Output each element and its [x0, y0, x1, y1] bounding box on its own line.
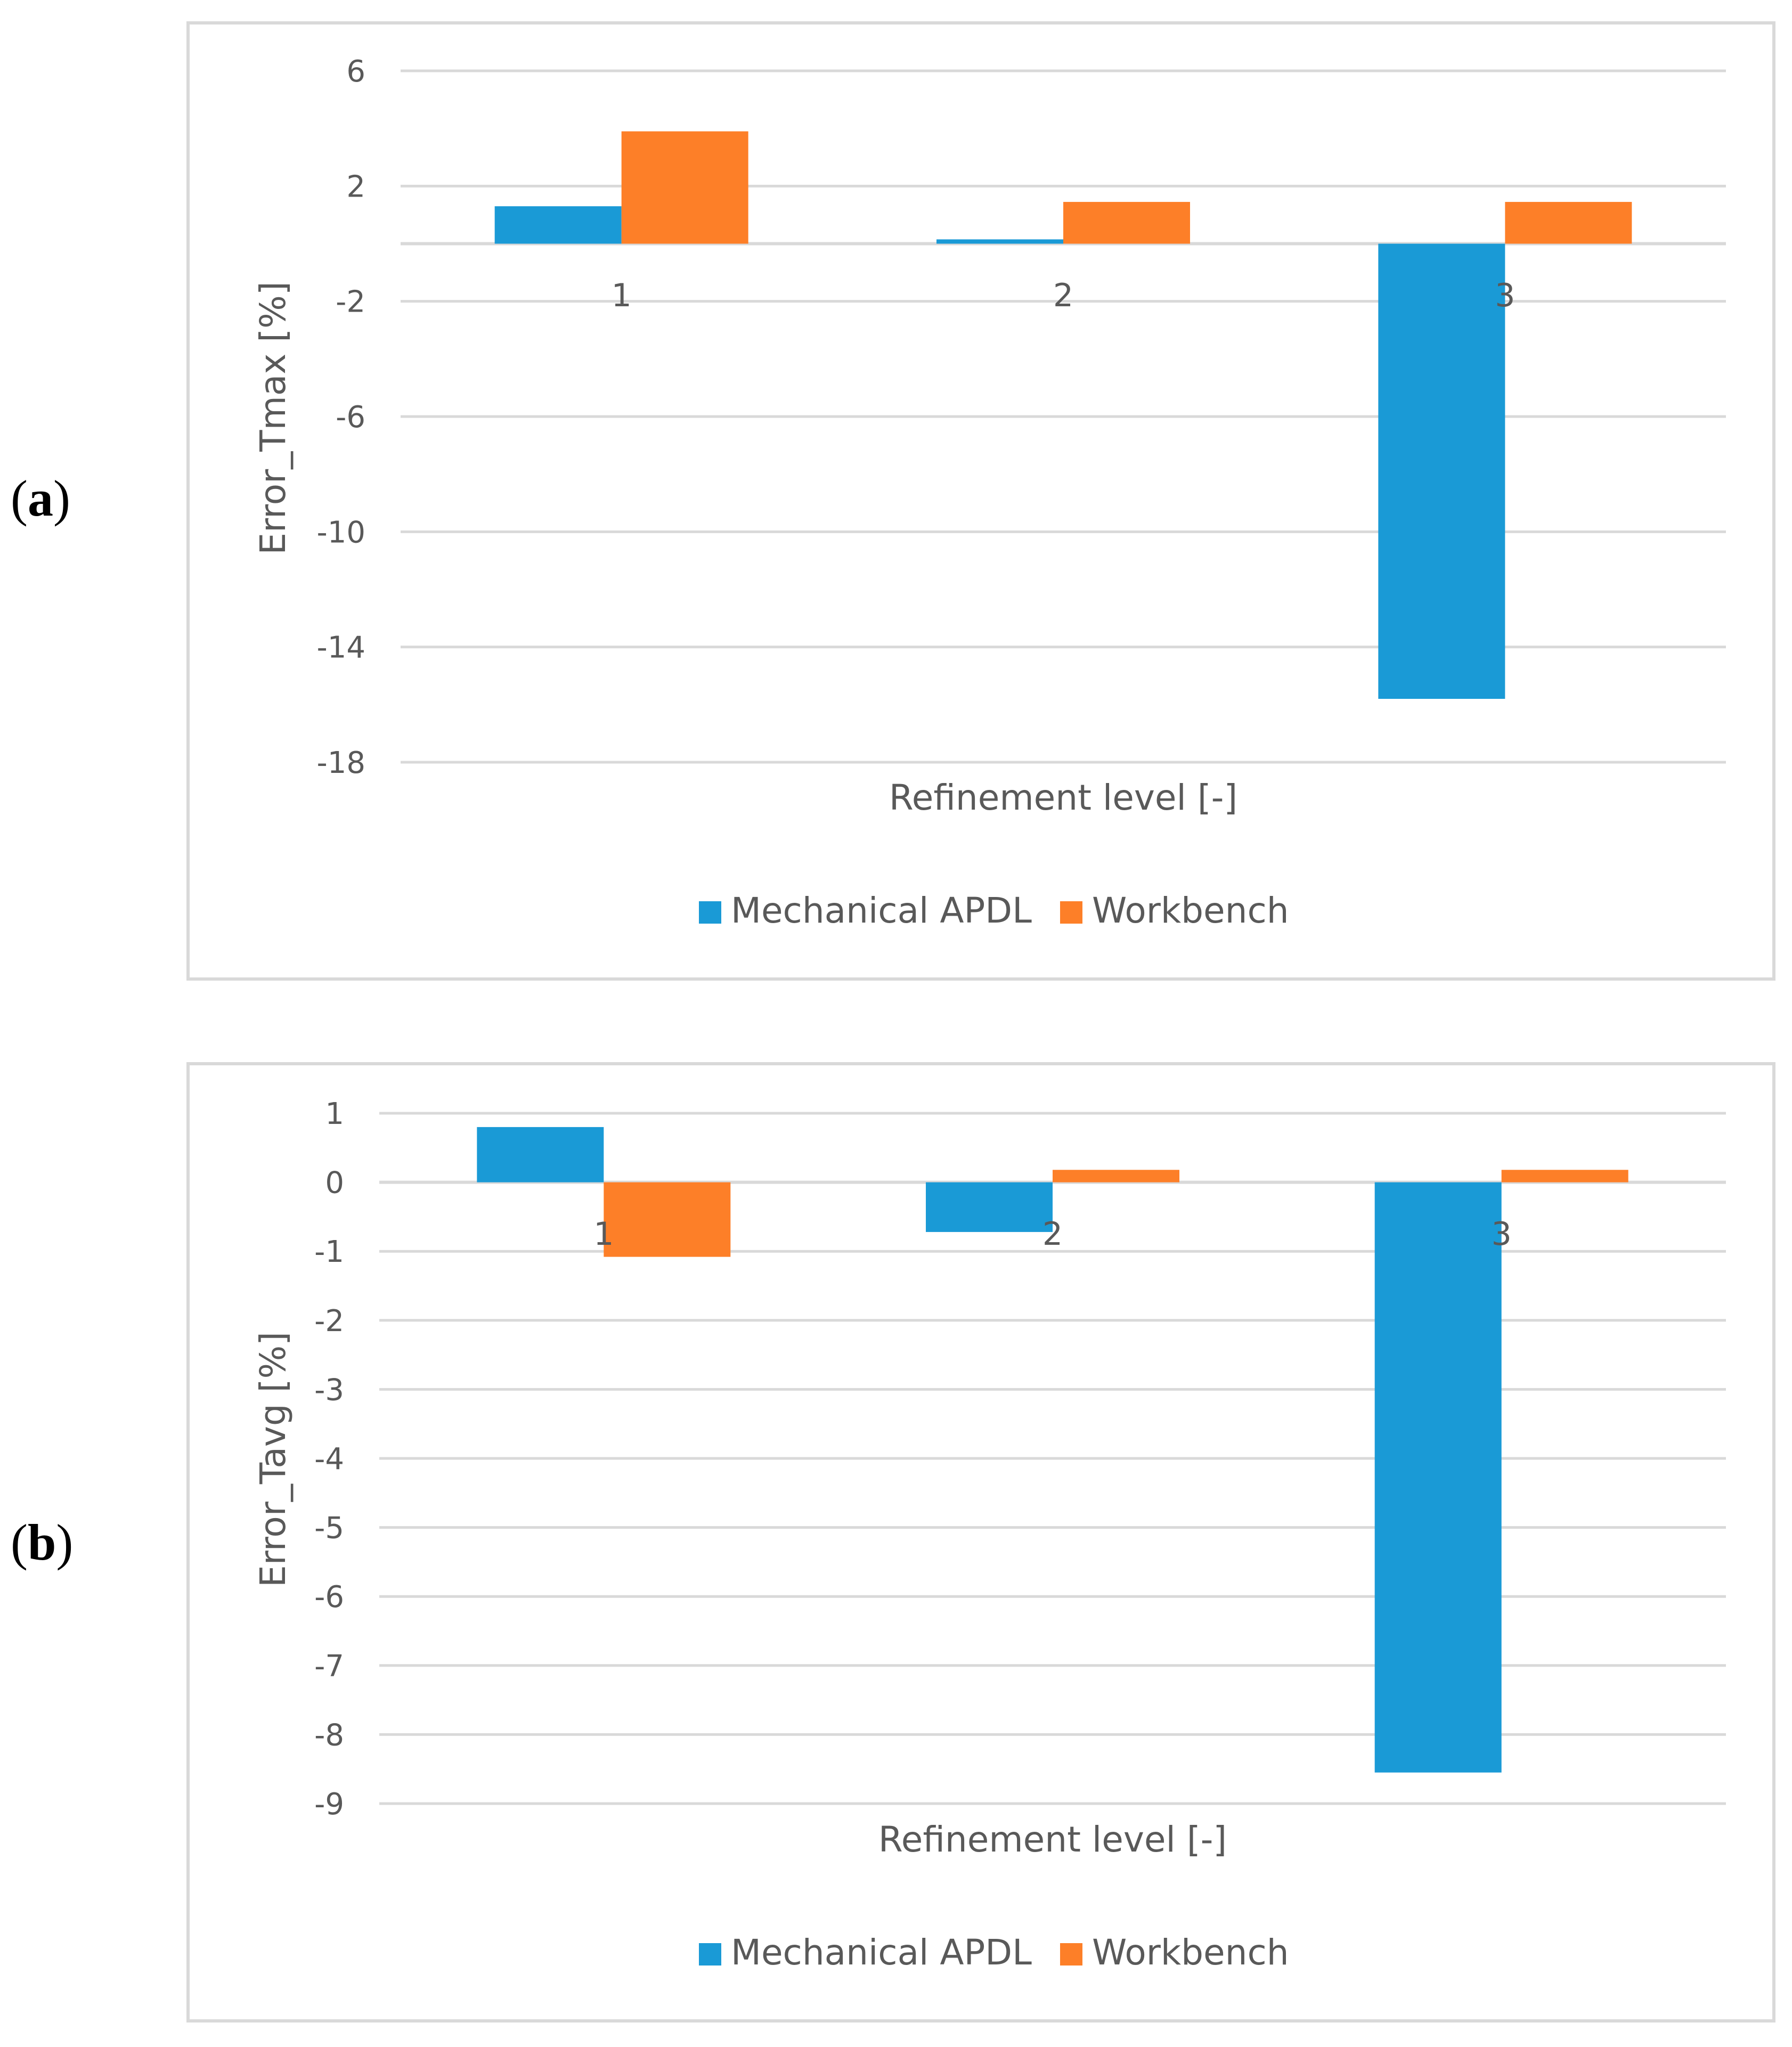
y-tick-label: -3 [314, 1373, 344, 1407]
x-category-label: 1 [612, 277, 632, 314]
bar-mechanical-apdl-2 [926, 1182, 1053, 1232]
x-axis-title: Refinement level [-] [878, 1819, 1227, 1860]
bar-workbench-1 [604, 1182, 731, 1257]
bar-mechanical-apdl-2 [936, 239, 1063, 244]
bar-mechanical-apdl-3 [1378, 243, 1505, 699]
chart-a: 6 2 -2 -6 -10 -14 -18 1 2 3 Refinement level [-] Er… [252, 54, 1726, 931]
legend-label-mechanical-apdl: Mechanical APDL [731, 1932, 1032, 1973]
legend-swatch-workbench [1060, 901, 1082, 924]
x-category-label: 2 [1053, 277, 1073, 314]
panel-label-a: (a) [11, 470, 70, 527]
bar-workbench-2 [1053, 1170, 1179, 1182]
y-tick-label: -8 [314, 1718, 344, 1752]
legend-label-mechanical-apdl: Mechanical APDL [731, 890, 1032, 931]
chart-a-frame [186, 21, 1775, 981]
bar-workbench-2 [1063, 202, 1190, 244]
y-tick-label: -9 [314, 1787, 344, 1822]
panel-letter-a: a [27, 470, 53, 527]
y-axis-title: Error_Tmax [%] [252, 281, 294, 554]
y-tick-label: 6 [346, 54, 365, 89]
y-tick-label: -7 [314, 1649, 344, 1684]
y-tick-label: -6 [314, 1580, 344, 1614]
bar-mechanical-apdl-3 [1374, 1182, 1502, 1773]
bar-workbench-3 [1501, 1170, 1628, 1182]
bar-mechanical-apdl-1 [477, 1127, 604, 1182]
bar-workbench-1 [621, 131, 748, 244]
legend-swatch-workbench [1060, 1943, 1082, 1966]
y-tick-label: -4 [314, 1442, 344, 1477]
y-tick-label: -2 [336, 285, 365, 320]
bar-workbench-3 [1505, 202, 1632, 244]
y-tick-label: 0 [325, 1166, 344, 1201]
y-tick-label: 2 [346, 169, 365, 204]
legend-swatch-mechanical-apdl [699, 901, 721, 924]
y-tick-label: -10 [317, 515, 365, 550]
chart-b: 1 0 -1 -2 -3 -4 -5 -6 -7 -8 -9 1 2 3 Refinement level … [252, 1097, 1726, 1973]
x-category-label: 3 [1495, 277, 1515, 314]
panel-label-b: (b) [11, 1514, 74, 1571]
legend-swatch-mechanical-apdl [699, 1943, 721, 1966]
y-tick-label: -1 [314, 1235, 344, 1269]
x-category-label: 3 [1492, 1216, 1512, 1253]
x-category-label: 1 [593, 1216, 614, 1253]
y-tick-label: 1 [325, 1097, 344, 1131]
x-category-label: 2 [1042, 1216, 1063, 1253]
y-tick-label: -18 [317, 746, 365, 780]
y-tick-label: -14 [317, 631, 365, 665]
y-tick-label: -6 [336, 400, 365, 435]
x-axis-title: Refinement level [-] [889, 777, 1237, 818]
bar-mechanical-apdl-1 [494, 206, 622, 244]
y-axis-title: Error_Tavg [%] [252, 1332, 294, 1587]
legend-label-workbench: Workbench [1092, 1932, 1289, 1973]
y-tick-label: -5 [314, 1511, 344, 1546]
y-tick-label: -2 [314, 1304, 344, 1339]
legend-label-workbench: Workbench [1092, 890, 1289, 931]
panel-letter-b: b [27, 1514, 56, 1571]
